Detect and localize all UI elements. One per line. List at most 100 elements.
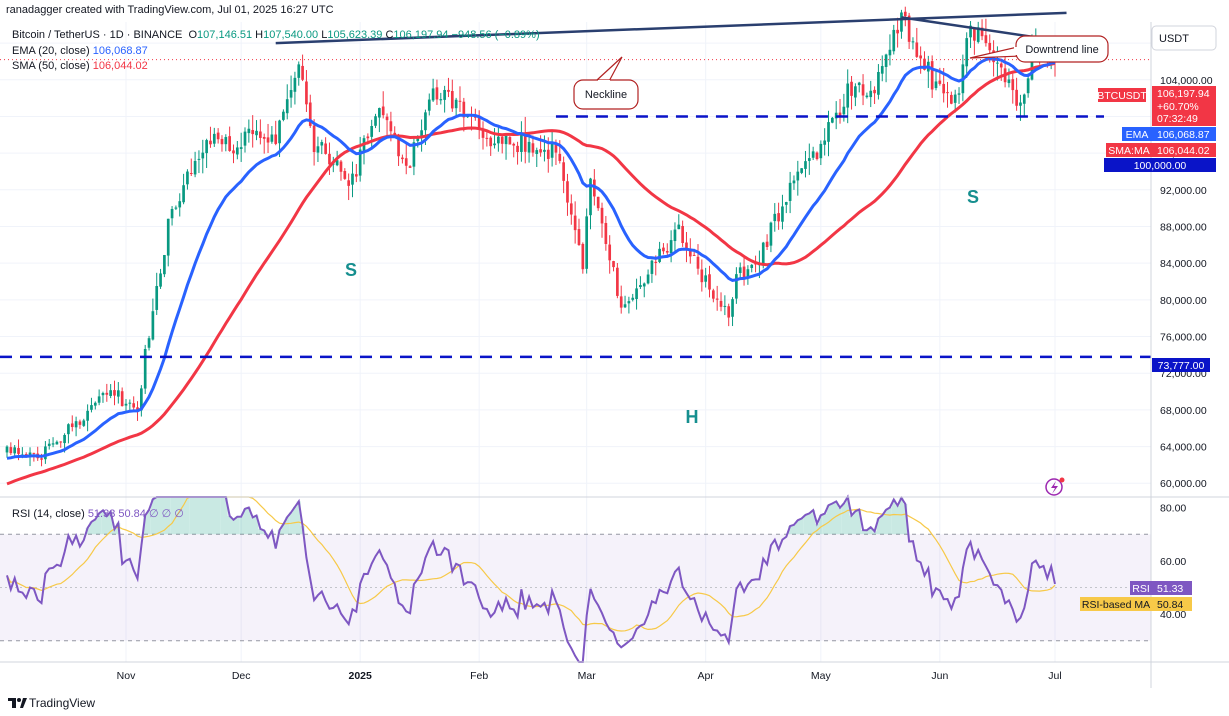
candle-body bbox=[692, 254, 696, 256]
candle-body bbox=[266, 137, 270, 143]
candle-body bbox=[366, 136, 370, 139]
tradingview-logo-icon bbox=[8, 698, 16, 708]
candle-body bbox=[120, 391, 124, 407]
symbol-title[interactable]: Bitcoin / TetherUS · 1D · BINANCE bbox=[12, 29, 183, 41]
candle-body bbox=[938, 80, 942, 84]
candle-body bbox=[197, 158, 201, 160]
candle-body bbox=[865, 95, 869, 98]
grid-lines bbox=[0, 22, 1151, 662]
candle-body bbox=[389, 121, 393, 132]
candle-body bbox=[497, 136, 500, 144]
candle-body bbox=[888, 49, 892, 56]
ema-legend-value: 106,068.87 bbox=[92, 45, 148, 57]
candle-body bbox=[884, 54, 888, 67]
neckline-callout[interactable]: Neckline bbox=[573, 56, 639, 110]
candle-body bbox=[980, 27, 984, 37]
candle-body bbox=[462, 101, 466, 118]
candle-body bbox=[186, 171, 189, 185]
candle-body bbox=[47, 443, 51, 446]
candle-body bbox=[182, 185, 185, 203]
ema-legend[interactable]: EMA (20, close) 106,068.87 bbox=[12, 45, 148, 57]
sma-tag-value: 106,044.02 bbox=[1157, 145, 1210, 157]
candle-body bbox=[450, 91, 454, 109]
candle-body bbox=[113, 390, 116, 396]
candle-body bbox=[431, 88, 435, 101]
candle-body bbox=[1030, 45, 1034, 80]
candle-body bbox=[305, 81, 308, 105]
time-tick-label: Jun bbox=[931, 670, 948, 682]
candle-body bbox=[930, 61, 934, 90]
candle-body bbox=[942, 83, 946, 94]
candle-body bbox=[508, 137, 512, 145]
candle-body bbox=[665, 251, 669, 253]
neckline-trendline[interactable] bbox=[275, 11, 1067, 45]
candle-body bbox=[612, 261, 615, 268]
candle-body bbox=[1015, 89, 1018, 106]
price-tick-label: 84,000.00 bbox=[1160, 258, 1207, 270]
sma-legend[interactable]: SMA (50, close) 106,044.02 bbox=[12, 60, 148, 72]
ohlc-low: 105,623.39 bbox=[327, 29, 383, 41]
symbol-legend[interactable]: Bitcoin / TetherUS · 1D · BINANCE O107,1… bbox=[12, 29, 540, 41]
candle-body bbox=[189, 173, 193, 175]
candle-body bbox=[512, 143, 516, 146]
candle-body bbox=[143, 349, 147, 389]
candle-body bbox=[554, 143, 558, 153]
price-tick-label: 92,000.00 bbox=[1160, 185, 1207, 197]
candle-body bbox=[642, 283, 646, 287]
time-tick-label: Apr bbox=[697, 670, 714, 682]
time-axis[interactable]: Nov Dec 2025 Feb Mar Apr May Jun Jul bbox=[117, 670, 1062, 682]
candle-body bbox=[485, 137, 489, 139]
candle-body bbox=[857, 82, 861, 86]
candle-body bbox=[443, 89, 446, 100]
rsi-axis[interactable]: 40.00 60.00 80.00 bbox=[1160, 503, 1186, 621]
candle-body bbox=[220, 138, 224, 145]
candle-body bbox=[784, 202, 788, 205]
price-tick-label: 104,000.00 bbox=[1160, 75, 1213, 87]
downtrend-callout[interactable]: Downtrend line bbox=[969, 35, 1109, 63]
candle-body bbox=[861, 84, 865, 96]
candle-body bbox=[788, 182, 792, 201]
candle-body bbox=[454, 99, 458, 109]
candle-body bbox=[209, 140, 212, 145]
candle-body bbox=[312, 125, 316, 153]
candle-body bbox=[500, 136, 504, 144]
candle-body bbox=[97, 396, 101, 403]
candle-body bbox=[335, 160, 339, 166]
price-tick-label: 76,000.00 bbox=[1160, 332, 1207, 344]
candle-body bbox=[17, 447, 20, 454]
sma-50-line bbox=[6, 61, 1056, 486]
candle-body bbox=[558, 153, 562, 161]
candle-body bbox=[224, 137, 228, 145]
candle-body bbox=[685, 242, 688, 250]
tradingview-logo[interactable]: TradingView bbox=[8, 696, 95, 710]
candle-body bbox=[374, 116, 377, 126]
candle-body bbox=[669, 240, 673, 254]
currency-label: USDT bbox=[1159, 33, 1189, 45]
price-axis[interactable]: 60,000.0064,000.0068,000.0072,000.0076,0… bbox=[1160, 38, 1213, 490]
candle-body bbox=[654, 261, 658, 263]
last-price-value: 106,197.94 bbox=[1157, 88, 1210, 100]
candle-body bbox=[308, 102, 312, 126]
candle-body bbox=[773, 213, 777, 222]
candle-body bbox=[800, 168, 803, 173]
candle-body bbox=[151, 311, 155, 340]
ohlc-open: 107,146.51 bbox=[197, 29, 253, 41]
candle-body bbox=[838, 112, 842, 117]
candle-body bbox=[5, 446, 9, 453]
level-73k-value: 73,777.00 bbox=[1158, 360, 1205, 372]
price-tick-label: 64,000.00 bbox=[1160, 442, 1207, 454]
candle-body bbox=[573, 215, 577, 231]
candle-body bbox=[132, 403, 136, 408]
candle-body bbox=[408, 166, 412, 168]
candle-body bbox=[950, 94, 953, 104]
candle-body bbox=[243, 131, 247, 146]
candle-body bbox=[493, 143, 496, 146]
candle-body bbox=[984, 35, 988, 44]
lightning-icon[interactable] bbox=[1045, 477, 1065, 496]
candle-body bbox=[589, 178, 592, 216]
currency-button[interactable]: USDT bbox=[1151, 25, 1217, 51]
candle-body bbox=[566, 181, 569, 203]
ema-tag: EMA 106,068.87 bbox=[1122, 127, 1216, 141]
rsi-legend[interactable]: RSI (14, close) 51.33 50.84 ∅ ∅ ∅ bbox=[12, 507, 184, 520]
